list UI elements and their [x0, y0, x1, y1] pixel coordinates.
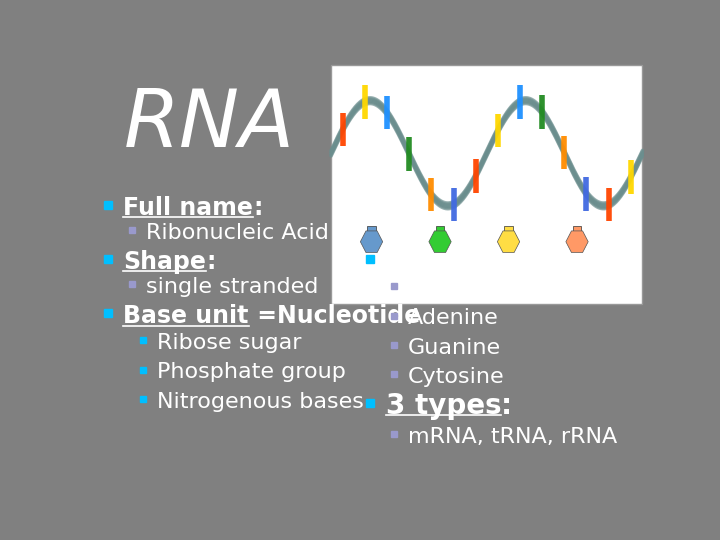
FancyBboxPatch shape — [331, 65, 642, 304]
Text: RNA: RNA — [124, 85, 294, 164]
Text: mRNA, tRNA, rRNA: mRNA, tRNA, rRNA — [408, 427, 617, 447]
FancyBboxPatch shape — [572, 226, 582, 231]
Text: Uracil: Uracil — [408, 279, 472, 299]
Text: :: : — [253, 196, 263, 220]
Polygon shape — [429, 231, 451, 253]
Text: Guanine: Guanine — [408, 338, 501, 357]
Text: single stranded: single stranded — [145, 277, 318, 297]
Text: 4 bases: 4 bases — [386, 251, 487, 274]
Polygon shape — [361, 231, 383, 253]
Text: Nitrogenous bases: Nitrogenous bases — [157, 392, 364, 411]
Text: Full name: Full name — [124, 196, 253, 220]
Text: Ribose sugar: Ribose sugar — [157, 333, 302, 353]
FancyBboxPatch shape — [504, 226, 513, 231]
Text: :: : — [501, 392, 513, 420]
Text: Shape: Shape — [124, 251, 207, 274]
Text: Ribonucleic Acid: Ribonucleic Acid — [145, 223, 328, 243]
FancyBboxPatch shape — [367, 226, 376, 231]
Text: Adenine: Adenine — [408, 308, 499, 328]
Text: Phosphate group: Phosphate group — [157, 362, 346, 382]
Text: :: : — [207, 251, 216, 274]
Text: :: : — [487, 251, 497, 274]
Text: Base unit: Base unit — [124, 305, 249, 328]
Text: =Nucleotide: =Nucleotide — [249, 305, 420, 328]
FancyBboxPatch shape — [436, 226, 444, 231]
Polygon shape — [566, 231, 588, 253]
Text: 3 types: 3 types — [386, 392, 501, 420]
Text: Cytosine: Cytosine — [408, 367, 505, 387]
Polygon shape — [498, 231, 520, 253]
